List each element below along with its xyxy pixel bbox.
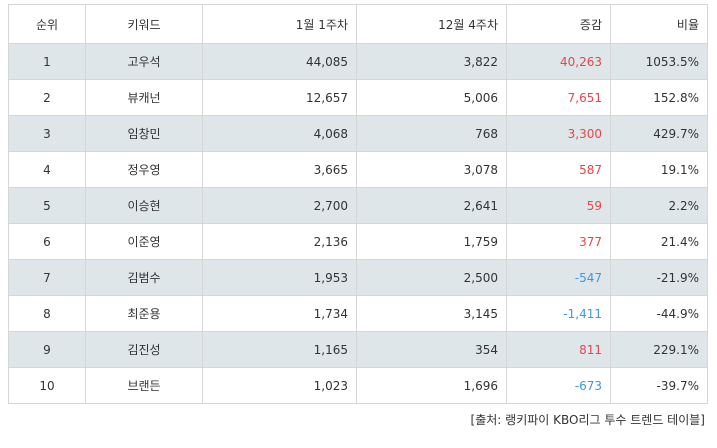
cell-keyword: 김진성: [85, 331, 203, 368]
cell-rank: 9: [8, 331, 86, 368]
table-row: 6 이준영 2,136 1,759 377 21.4%: [8, 223, 708, 260]
cell-ratio: 21.4%: [610, 223, 708, 260]
cell-change: 811: [506, 331, 611, 368]
table-row: 2 뷰캐넌 12,657 5,006 7,651 152.8%: [8, 79, 708, 116]
cell-dec-week4: 5,006: [356, 79, 507, 116]
cell-change: -673: [506, 367, 611, 404]
cell-keyword: 정우영: [85, 151, 203, 188]
cell-jan-week1: 2,700: [202, 187, 357, 224]
cell-jan-week1: 1,734: [202, 295, 357, 332]
header-change: 증감: [506, 4, 611, 44]
cell-jan-week1: 4,068: [202, 115, 357, 152]
table-row: 5 이승현 2,700 2,641 59 2.2%: [8, 187, 708, 224]
cell-rank: 2: [8, 79, 86, 116]
table-row: 7 김범수 1,953 2,500 -547 -21.9%: [8, 259, 708, 296]
cell-keyword: 고우석: [85, 43, 203, 80]
cell-dec-week4: 3,822: [356, 43, 507, 80]
cell-ratio: -21.9%: [610, 259, 708, 296]
cell-change: 3,300: [506, 115, 611, 152]
cell-rank: 6: [8, 223, 86, 260]
cell-ratio: 19.1%: [610, 151, 708, 188]
cell-dec-week4: 354: [356, 331, 507, 368]
table-header-row: 순위 키워드 1월 1주차 12월 4주차 증감 비율: [8, 4, 708, 44]
cell-ratio: -44.9%: [610, 295, 708, 332]
cell-dec-week4: 2,641: [356, 187, 507, 224]
header-dec-week4: 12월 4주차: [356, 4, 507, 44]
cell-dec-week4: 3,078: [356, 151, 507, 188]
cell-dec-week4: 1,696: [356, 367, 507, 404]
table-row: 10 브랜든 1,023 1,696 -673 -39.7%: [8, 367, 708, 404]
cell-jan-week1: 2,136: [202, 223, 357, 260]
table-row: 3 임창민 4,068 768 3,300 429.7%: [8, 115, 708, 152]
table-body: 1 고우석 44,085 3,822 40,263 1053.5% 2 뷰캐넌 12,657 5,…: [8, 43, 708, 404]
cell-dec-week4: 3,145: [356, 295, 507, 332]
cell-dec-week4: 1,759: [356, 223, 507, 260]
cell-keyword: 브랜든: [85, 367, 203, 404]
cell-rank: 1: [8, 43, 86, 80]
header-jan-week1: 1월 1주차: [202, 4, 357, 44]
cell-rank: 10: [8, 367, 86, 404]
header-keyword: 키워드: [85, 4, 203, 44]
cell-change: -547: [506, 259, 611, 296]
cell-dec-week4: 2,500: [356, 259, 507, 296]
table-row: 8 최준용 1,734 3,145 -1,411 -44.9%: [8, 295, 708, 332]
cell-keyword: 이준영: [85, 223, 203, 260]
cell-change: 587: [506, 151, 611, 188]
table-row: 1 고우석 44,085 3,822 40,263 1053.5%: [8, 43, 708, 80]
cell-rank: 8: [8, 295, 86, 332]
table-row: 9 김진성 1,165 354 811 229.1%: [8, 331, 708, 368]
cell-change: -1,411: [506, 295, 611, 332]
cell-keyword: 김범수: [85, 259, 203, 296]
keyword-ranking-table: 순위 키워드 1월 1주차 12월 4주차 증감 비율 1 고우석 44,085 3,…: [8, 4, 708, 404]
cell-keyword: 임창민: [85, 115, 203, 152]
cell-ratio: -39.7%: [610, 367, 708, 404]
cell-rank: 4: [8, 151, 86, 188]
cell-ratio: 2.2%: [610, 187, 708, 224]
cell-jan-week1: 1,953: [202, 259, 357, 296]
source-caption: [출처: 랭키파이 KBO리그 투수 트렌드 테이블]: [470, 413, 705, 427]
cell-jan-week1: 1,165: [202, 331, 357, 368]
cell-jan-week1: 12,657: [202, 79, 357, 116]
ranking-table-container: 순위 키워드 1월 1주차 12월 4주차 증감 비율 1 고우석 44,085 3,…: [8, 4, 708, 428]
cell-change: 59: [506, 187, 611, 224]
header-rank: 순위: [8, 4, 86, 44]
cell-change: 377: [506, 223, 611, 260]
cell-change: 40,263: [506, 43, 611, 80]
cell-ratio: 1053.5%: [610, 43, 708, 80]
cell-jan-week1: 1,023: [202, 367, 357, 404]
header-ratio: 비율: [610, 4, 708, 44]
cell-jan-week1: 3,665: [202, 151, 357, 188]
cell-rank: 7: [8, 259, 86, 296]
cell-ratio: 429.7%: [610, 115, 708, 152]
cell-keyword: 최준용: [85, 295, 203, 332]
cell-keyword: 뷰캐넌: [85, 79, 203, 116]
cell-ratio: 229.1%: [610, 331, 708, 368]
cell-ratio: 152.8%: [610, 79, 708, 116]
cell-rank: 3: [8, 115, 86, 152]
table-row: 4 정우영 3,665 3,078 587 19.1%: [8, 151, 708, 188]
cell-keyword: 이승현: [85, 187, 203, 224]
cell-jan-week1: 44,085: [202, 43, 357, 80]
cell-change: 7,651: [506, 79, 611, 116]
cell-rank: 5: [8, 187, 86, 224]
cell-dec-week4: 768: [356, 115, 507, 152]
